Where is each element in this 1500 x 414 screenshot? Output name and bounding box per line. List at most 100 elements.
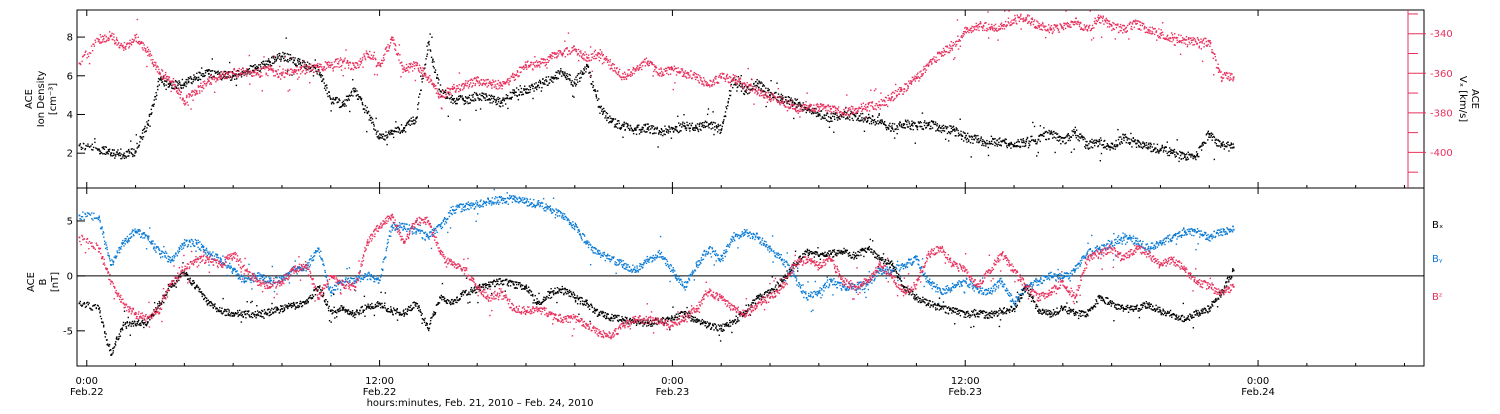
speed-sample-4-1 xyxy=(136,41,137,42)
density-sample-16-2 xyxy=(282,52,283,53)
density-sample-85-17 xyxy=(1131,146,1132,147)
speed-sample-71-7 xyxy=(956,44,957,45)
speed-sample-16-20 xyxy=(290,68,291,69)
density-sample-62-1 xyxy=(843,116,844,117)
speed-sample-85-22 xyxy=(1134,27,1135,28)
legend-bz: Bᶻ xyxy=(1432,292,1443,303)
density-sample-5-5 xyxy=(149,125,150,126)
speed-sample-13-4 xyxy=(246,68,247,69)
density-sample-84-10 xyxy=(1116,144,1117,145)
speed-sample-48-8 xyxy=(676,68,677,69)
density-sample-71-14 xyxy=(959,134,960,135)
density-sample-16-1 xyxy=(282,56,283,57)
speed-sample-50-1 xyxy=(697,77,698,78)
speed-sample-8-7 xyxy=(187,102,188,103)
density-point-38 xyxy=(550,79,552,81)
density-sample-44-13 xyxy=(629,130,630,131)
speed-sample-82-8 xyxy=(1091,29,1092,30)
x-tick-date-3: Feb.23 xyxy=(948,387,982,398)
field-axis-unit: [nT] xyxy=(50,272,61,292)
speed-point-91 xyxy=(1196,43,1198,45)
density-sample-83-15 xyxy=(1106,148,1107,149)
speed-tick-label-0: -340 xyxy=(1430,29,1453,40)
speed-sample-43-22 xyxy=(621,79,622,80)
density-sample-6-14 xyxy=(165,89,166,90)
density-sample-23-11 xyxy=(372,118,373,119)
speed-sample-16-8 xyxy=(285,70,286,71)
density-sample-28-5 xyxy=(430,50,431,51)
density-sample-82-14 xyxy=(1093,140,1094,141)
density-sample-28-7 xyxy=(431,37,432,38)
speed-sample-61-17 xyxy=(838,106,839,107)
speed-sample-6-17 xyxy=(167,78,168,79)
density-sample-37-11 xyxy=(542,78,543,79)
density-sample-26-11 xyxy=(408,124,409,125)
field-tick-label-2: 5 xyxy=(67,216,73,227)
density-sample-58-17 xyxy=(801,109,802,110)
density-sample-68-2 xyxy=(917,129,918,130)
density-sample-55-8 xyxy=(760,88,761,89)
density-sample-48-11 xyxy=(677,131,678,132)
density-sample-2-16 xyxy=(118,155,119,156)
density-sample-82-15 xyxy=(1094,142,1095,143)
density-sample-21-12 xyxy=(348,96,349,97)
density-sample-65-22 xyxy=(889,126,890,127)
density-sample-50-23 xyxy=(707,114,708,115)
speed-sample-52-14 xyxy=(727,74,728,75)
speed-sample-79-8 xyxy=(1054,29,1055,30)
density-sample-78-3 xyxy=(1040,141,1041,142)
speed-sample-26-11 xyxy=(408,71,409,72)
speed-sample-26-5 xyxy=(406,70,407,71)
density-sample-35-25 xyxy=(525,91,526,92)
density-sample-57-18 xyxy=(790,99,791,100)
density-sample-50-18 xyxy=(705,126,706,127)
speed-sample-36-8 xyxy=(529,66,530,67)
density-sample-72-23 xyxy=(975,137,976,138)
density-sample-86-20 xyxy=(1144,145,1145,146)
density-sample-88-19 xyxy=(1169,147,1170,148)
density-sample-41-22 xyxy=(597,90,598,91)
density-sample-16-12 xyxy=(287,53,288,54)
density-sample-50-4 xyxy=(698,131,699,132)
speed-sample-53-3 xyxy=(734,75,735,76)
density-sample-52-12 xyxy=(726,108,727,109)
speed-sample-41-19 xyxy=(595,54,596,55)
density-sample-1-8 xyxy=(102,153,103,154)
density-sample-81-23 xyxy=(1085,147,1086,148)
density-sample-28-25 xyxy=(440,84,441,85)
speed-sample-89-20 xyxy=(1181,42,1182,43)
speed-sample-54-9 xyxy=(749,89,750,90)
speed-sample-46-23 xyxy=(658,73,659,74)
density-sample-26-24 xyxy=(414,123,415,124)
speed-sample-71-3 xyxy=(954,43,955,44)
density-sample-76-1 xyxy=(1014,146,1015,147)
speed-sample-85-8 xyxy=(1127,30,1128,31)
speed-sample-82-12 xyxy=(1092,25,1093,26)
density-sample-70-14 xyxy=(947,133,948,134)
density-sample-21-18 xyxy=(351,95,352,96)
density-sample-76-9 xyxy=(1017,139,1018,140)
speed-sample-40-13 xyxy=(580,52,581,53)
speed-sample-67-1 xyxy=(904,88,905,89)
speed-sample-69-18 xyxy=(936,60,937,61)
density-sample-16-3 xyxy=(283,58,284,59)
speed-point-4 xyxy=(135,37,137,39)
speed-sample-82-15 xyxy=(1094,21,1095,22)
density-sample-71-19 xyxy=(961,139,962,140)
density-sample-54-25 xyxy=(757,85,758,86)
density-sample-93-15 xyxy=(1227,142,1228,143)
speed-sample-44-4 xyxy=(625,73,626,74)
speed-sample-8-15 xyxy=(191,95,192,96)
speed-sample-70-14 xyxy=(946,46,947,47)
density-sample-14-7 xyxy=(260,66,261,67)
speed-sample-71-25 xyxy=(964,27,965,28)
speed-sample-22-12 xyxy=(360,58,361,59)
speed-sample-40-1 xyxy=(574,48,575,49)
speed-sample-87-4 xyxy=(1149,27,1150,28)
speed-sample-82-19 xyxy=(1096,23,1097,24)
speed-sample-12-24 xyxy=(244,72,245,73)
density-sample-0-15 xyxy=(90,145,91,146)
speed-sample-40-22 xyxy=(584,51,585,52)
speed-sample-10-6 xyxy=(211,83,212,84)
density-sample-19-12 xyxy=(324,82,325,83)
